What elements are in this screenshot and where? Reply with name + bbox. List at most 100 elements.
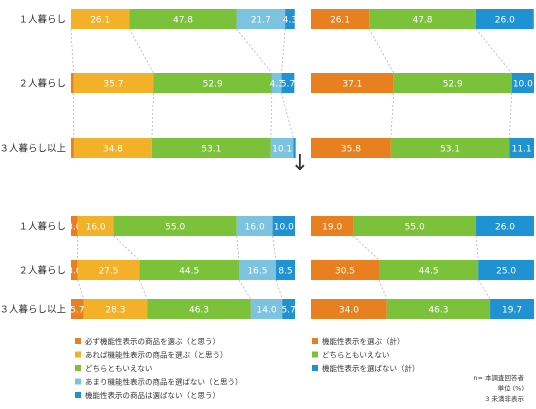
bottom-left-data-label-r0-s2: 55.0: [165, 222, 185, 232]
bottom-left-bar-segment-r2-s2: [147, 299, 251, 319]
bottom-left-connector-line: [275, 279, 283, 300]
top-right-bar-segment-r2-s0: [311, 138, 391, 158]
bottom-left-data-label-r2-s0: 5.7: [70, 305, 84, 315]
top-right-data-label-r1-s0: 37.1: [342, 79, 362, 89]
legend-left-swatch-1: [75, 351, 81, 358]
top-right-connector-line: [508, 92, 512, 139]
top-left-data-label-r1-s4: 5.7: [281, 79, 295, 89]
note-0: n= 本調査回答者: [473, 373, 524, 382]
bottom-left-connector-line: [272, 235, 277, 261]
top-right-bar-segment-r0-s0: [311, 9, 370, 29]
top-right-bar-panel: 26.1 47.8 26.0 37.1 52.9 10.0 35.8 53.1 11.1: [311, 9, 534, 158]
bottom-left-bar-segment-r0-s2: [113, 216, 237, 236]
bottom-left-connector-line: [238, 279, 252, 300]
bottom-right-data-label-r1-s1: 44.5: [419, 266, 439, 276]
top-left-data-label-r2-s3: 10.1: [272, 144, 292, 154]
legend-left-swatch-2: [75, 365, 81, 371]
top-right-bar-segment-r1-s1: [393, 73, 512, 93]
bottom-left-bar-segment-r1-s3: [239, 260, 276, 280]
bottom-left-bar-segment-r0-s1: [77, 216, 114, 236]
legend-left-label-0: 必ず機能性表示の商品を選ぶ（と思う）: [85, 336, 220, 346]
top-left-category-label-r0: １人暮らし: [18, 14, 66, 26]
top-left-connector-line: [281, 28, 286, 74]
top-right-bar-segment-r0-s2: [475, 9, 534, 29]
bottom-left-data-label-r1-s3: 16.5: [247, 266, 267, 276]
legend-left-swatch-0: [75, 338, 81, 344]
legend-right-label-1: どちらともいえない: [322, 351, 389, 360]
top-right-connector-line: [390, 92, 395, 139]
top-right-data-label-r0-s0: 26.1: [330, 15, 350, 25]
bottom-right-data-label-r0-s1: 55.0: [405, 222, 425, 232]
bottom-right-data-label-r1-s2: 25.0: [496, 266, 516, 276]
top-left-connector-line: [70, 28, 74, 74]
legend-left-label-2: どちらともいえない: [85, 364, 152, 373]
note-2: 3 未満非表示: [485, 394, 524, 403]
top-left-connector-line: [129, 28, 154, 74]
bottom-left-connector-line: [139, 279, 148, 300]
top-right-data-label-r1-s2: 10.0: [513, 79, 533, 89]
legend-left-swatch-4: [75, 392, 81, 398]
top-left-data-label-r1-s1: 35.7: [103, 79, 123, 89]
top-right-data-label-r1-s1: 52.9: [443, 79, 463, 89]
bottom-left-bar-segment-r0-s3: [236, 216, 273, 236]
top-left-bar-segment-r2-s0: [71, 138, 74, 158]
top-right-bar-segment-r2-s1: [390, 138, 510, 158]
bottom-right-bar-panel: 19.0 55.0 26.0 30.5 44.5 25.0 34.0 46.3 19.7: [311, 216, 534, 319]
top-left-bar-segment-r1-s3: [271, 73, 282, 93]
bottom-left-category-label-r0: １人暮らし: [18, 221, 66, 233]
top-left-bar-segment-r2-s2: [151, 138, 271, 158]
legend-left-label-3: あまり機能性表示の商品を選ばない（と思う）: [85, 377, 243, 387]
bottom-right-connector-line: [475, 235, 479, 261]
legend-right-swatch-1: [312, 351, 318, 358]
legend-right-label-2: 機能性表示を選ばない（計）: [322, 363, 420, 373]
bottom-left-data-label-r2-s3: 14.0: [257, 305, 277, 315]
top-right-data-label-r2-s1: 53.1: [440, 144, 460, 154]
bottom-left-bar-segment-r1-s4: [275, 260, 295, 280]
bottom-right-connector-line: [378, 279, 388, 300]
top-left-data-label-r2-s1: 34.8: [103, 144, 123, 154]
bottom-left-data-label-r2-s2: 46.3: [189, 305, 209, 315]
note-1: 単位 (%): [498, 384, 524, 393]
bottom-right-data-label-r0-s0: 19.0: [322, 222, 342, 232]
top-right-data-label-r2-s0: 35.8: [341, 144, 361, 154]
top-left-connector-line: [281, 92, 294, 139]
bottom-left-bar-segment-r2-s1: [83, 299, 148, 319]
top-left-data-label-r0-s2: 47.8: [173, 15, 193, 25]
legend-left-label-4: 機能性表示の商品は選ばない（と思う）: [85, 390, 220, 400]
bottom-left-connector-line: [236, 235, 240, 261]
bottom-left-bar-segment-r2-s3: [250, 299, 283, 319]
bottom-left-data-label-r1-s0: 3.0: [67, 266, 82, 276]
bottom-left-bar-segment-r2-s0: [71, 299, 84, 319]
legend-left: 必ず機能性表示の商品を選ぶ（と思う） あれば機能性表示の商品を選ぶ（と思う） どちら…: [75, 336, 243, 400]
top-left-category-label-r2: ３人暮らし以上: [0, 143, 66, 155]
bottom-left-connector-line: [113, 235, 140, 261]
bottom-right-data-label-r2-s0: 34.0: [339, 305, 359, 315]
bottom-right-bar-segment-r1-s2: [478, 260, 534, 280]
bottom-right-data-label-r1-s0: 30.5: [335, 266, 355, 276]
bottom-right-data-label-r0-s2: 26.0: [495, 222, 515, 232]
top-left-bar-segment-r0-s3: [236, 9, 286, 29]
down-arrow-icon: ↓: [291, 151, 309, 176]
top-left-connector-line: [236, 28, 273, 74]
top-left-data-label-r1-s3: 4.3: [270, 79, 284, 89]
bottom-left-data-label-r1-s4: 8.5: [278, 266, 292, 276]
top-left-data-label-r0-s1: 26.1: [90, 15, 110, 25]
top-left-connector-line: [270, 92, 273, 139]
top-left-bar-segment-r1-s4: [281, 73, 295, 93]
legend-right-swatch-2: [312, 365, 318, 371]
top-right-data-label-r0-s1: 47.8: [412, 15, 432, 25]
top-right-data-label-r2-s2: 11.1: [512, 144, 532, 154]
legend-right-label-0: 機能性表示を選ぶ（計）: [322, 336, 405, 346]
top-right-bar-segment-r0-s1: [369, 9, 476, 29]
top-left-data-label-r1-s2: 52.9: [203, 79, 223, 89]
bottom-right-bar-segment-r1-s0: [311, 260, 380, 280]
top-right-data-label-r0-s2: 26.0: [495, 15, 515, 25]
top-left-bar-segment-r1-s1: [73, 73, 154, 93]
bottom-left-bar-segment-r1-s0: [71, 260, 78, 280]
bottom-right-bar-segment-r0-s2: [476, 216, 534, 236]
bottom-left-bar-segment-r1-s1: [77, 260, 140, 280]
